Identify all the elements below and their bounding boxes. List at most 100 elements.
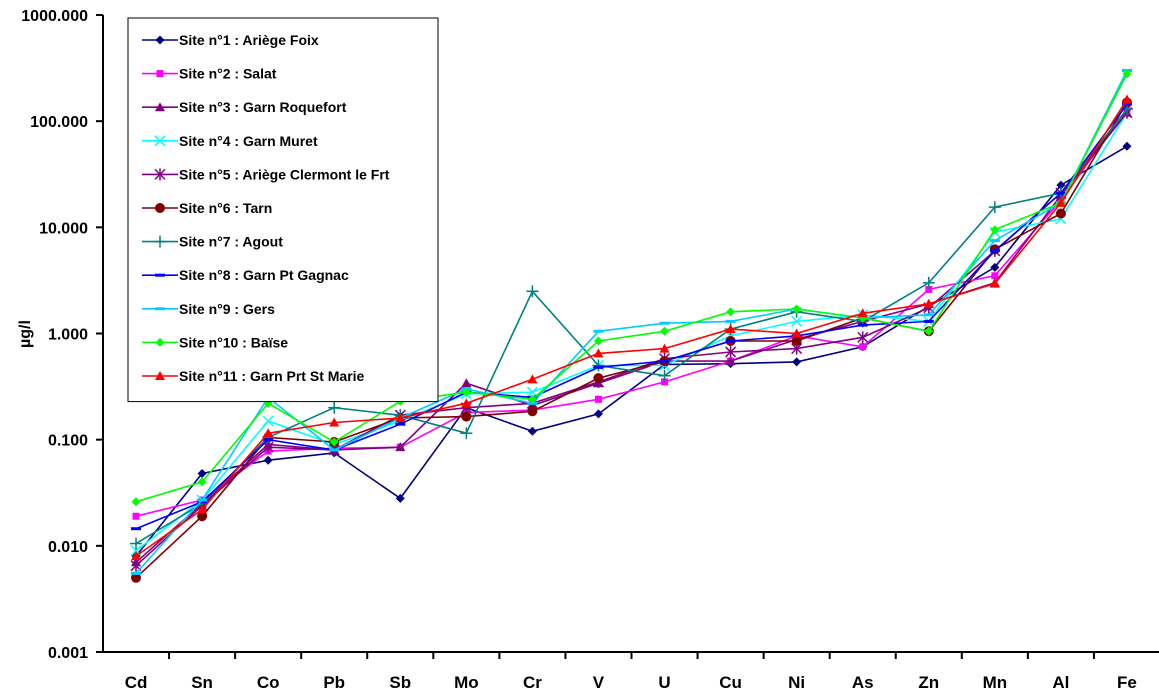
data-point xyxy=(1055,208,1066,219)
data-point xyxy=(661,378,669,386)
data-point xyxy=(527,394,537,404)
data-point xyxy=(989,249,1000,253)
data-point xyxy=(725,345,737,358)
data-point xyxy=(725,324,736,334)
data-point xyxy=(197,511,208,522)
data-point xyxy=(593,336,603,346)
data-point xyxy=(593,329,604,333)
x-tick-label: Cd xyxy=(125,673,148,692)
data-point xyxy=(461,378,472,388)
series-line xyxy=(135,73,1128,503)
x-tick-label: Pb xyxy=(323,673,345,692)
data-point xyxy=(725,356,736,366)
legend-item: Site n°7 : Agout xyxy=(142,234,283,250)
data-point xyxy=(791,315,803,327)
legend-box xyxy=(127,17,439,403)
legend-label: Site n°3 : Garn Roquefort xyxy=(179,99,347,115)
data-point xyxy=(1055,191,1066,195)
y-tick-label: 0.100 xyxy=(48,433,88,450)
series-line xyxy=(135,70,1128,574)
data-point xyxy=(131,551,142,561)
data-point xyxy=(131,527,142,531)
y-tick-label: 1000.000 xyxy=(21,8,88,25)
data-point xyxy=(1121,94,1132,104)
data-point xyxy=(990,262,1000,272)
legend-marker xyxy=(154,135,166,147)
legend-marker xyxy=(155,371,165,380)
data-point xyxy=(593,365,604,369)
data-point xyxy=(923,319,934,323)
legend-item: Site n°9 : Gers xyxy=(142,301,275,317)
data-point xyxy=(922,276,935,289)
data-point xyxy=(197,469,207,479)
data-point xyxy=(461,398,472,408)
legend-item: Site n°10 : Baïse xyxy=(142,334,288,350)
chart-axes: 1000.000 100.000 10.000 1.000 0.100 0.010 0.00… xyxy=(17,8,1159,692)
legend-item: Site n°3 : Garn Roquefort xyxy=(142,99,347,115)
x-tick-label: Fe xyxy=(1117,673,1137,692)
data-point xyxy=(527,426,537,436)
data-point xyxy=(395,442,406,452)
x-tick-label: Sb xyxy=(389,673,411,692)
data-point xyxy=(395,412,406,422)
data-point xyxy=(990,225,1000,235)
x-tick-label: Mn xyxy=(983,673,1008,692)
legend-item: Site n°11 : Garn Prt St Marie xyxy=(142,368,365,384)
data-point xyxy=(857,331,869,344)
x-tick-label: As xyxy=(852,673,874,692)
data-point xyxy=(130,537,143,550)
legend-item: Site n°4 : Garn Muret xyxy=(142,133,318,149)
legend-label: Site n°4 : Garn Muret xyxy=(179,133,318,149)
legend-label: Site n°5 : Ariège Clermont le Frt xyxy=(179,166,390,182)
data-point xyxy=(792,357,802,367)
data-point xyxy=(1121,102,1132,106)
data-point xyxy=(593,348,604,358)
y-tick-label: 10.000 xyxy=(39,220,88,237)
data-point xyxy=(527,374,538,384)
y-tick-label: 1.000 xyxy=(48,327,88,344)
data-point xyxy=(461,411,472,422)
y-tick-label: 0.010 xyxy=(48,539,88,556)
data-point xyxy=(395,493,405,503)
legend-label: Site n°1 : Ariège Foix xyxy=(179,32,319,48)
data-point xyxy=(329,448,340,452)
data-point xyxy=(989,278,1000,288)
data-point xyxy=(594,395,602,403)
data-point xyxy=(725,339,736,343)
y-axis-title: µg/l xyxy=(17,320,34,348)
legend-item: Site n°5 : Ariège Clermont le Frt xyxy=(142,166,390,182)
data-point xyxy=(991,272,999,280)
data-point xyxy=(1122,69,1132,79)
data-point xyxy=(791,335,802,346)
data-point xyxy=(659,321,670,325)
series-line xyxy=(135,108,1128,517)
data-point xyxy=(593,373,604,384)
data-point xyxy=(791,328,802,338)
x-tick-label: Co xyxy=(257,673,280,692)
data-point xyxy=(329,417,340,427)
legend-marker xyxy=(155,273,165,277)
data-point xyxy=(197,498,208,502)
data-point xyxy=(263,438,274,442)
legend-marker xyxy=(155,337,165,347)
series-line xyxy=(135,103,1128,530)
data-point xyxy=(460,427,473,440)
series-layer xyxy=(130,69,1133,583)
legend-marker xyxy=(155,307,165,311)
data-point xyxy=(131,571,142,575)
data-point xyxy=(527,406,538,417)
y-tick-label: 0.001 xyxy=(48,645,88,662)
legend-label: Site n°7 : Agout xyxy=(179,234,283,250)
data-point xyxy=(660,326,670,336)
data-point xyxy=(989,239,1000,243)
x-tick-label: Zn xyxy=(918,673,939,692)
data-point xyxy=(329,437,339,447)
legend-label: Site n°10 : Baïse xyxy=(179,334,288,350)
data-point xyxy=(725,319,736,323)
x-tick-label: U xyxy=(658,673,670,692)
data-point xyxy=(988,201,1001,214)
data-point xyxy=(659,359,670,363)
data-point xyxy=(262,415,274,427)
data-point xyxy=(131,497,141,507)
